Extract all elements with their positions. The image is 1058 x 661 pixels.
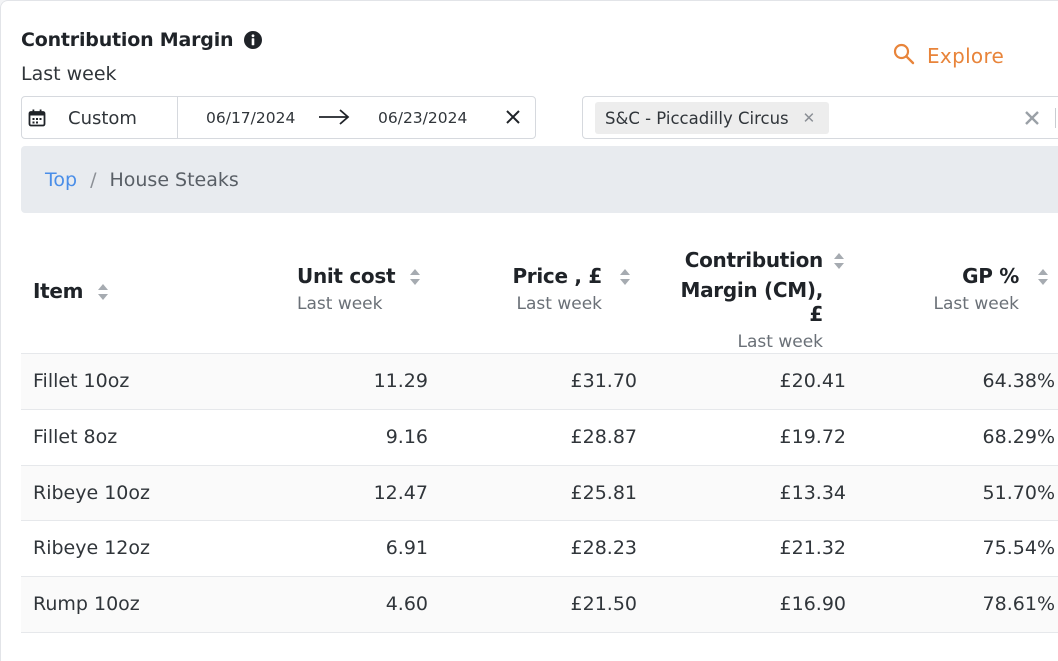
cell-gp: 51.70% bbox=[982, 482, 1055, 504]
date-divider bbox=[177, 97, 178, 138]
column-header-unit-cost[interactable]: Unit cost Last week bbox=[297, 264, 396, 314]
date-preset-select[interactable]: Custom bbox=[68, 108, 137, 129]
table-row[interactable]: Fillet 10oz 11.29 £31.70 £20.41 64.38% bbox=[21, 353, 1058, 409]
sort-icon[interactable] bbox=[97, 283, 109, 305]
cell-price: £31.70 bbox=[570, 370, 637, 392]
column-label: Unit cost bbox=[297, 264, 396, 288]
cell-unit-cost: 12.47 bbox=[373, 482, 428, 504]
cell-price: £28.87 bbox=[570, 426, 637, 448]
cell-price: £25.81 bbox=[570, 482, 637, 504]
cell-item: Fillet 8oz bbox=[33, 426, 118, 448]
column-label-line1: Contribution bbox=[684, 248, 824, 272]
cell-price: £28.23 bbox=[570, 537, 637, 559]
overflow-menu-icon[interactable]: ⋮ bbox=[1053, 45, 1058, 66]
table-row[interactable]: Ribeye 10oz 12.47 £25.81 £13.34 51.70% bbox=[21, 465, 1058, 521]
breadcrumb: Top / House Steaks bbox=[21, 146, 1058, 213]
clear-locations-close-icon[interactable] bbox=[1023, 109, 1041, 131]
start-date-input[interactable]: 06/17/2024 bbox=[206, 109, 296, 127]
column-label: GP % bbox=[962, 264, 1019, 288]
cell-unit-cost: 9.16 bbox=[385, 426, 428, 448]
column-header-contribution-margin[interactable]: Contribution Margin (CM), £ Last week bbox=[661, 248, 824, 352]
column-sublabel: Last week bbox=[297, 294, 383, 314]
end-date-input[interactable]: 06/23/2024 bbox=[378, 109, 468, 127]
remove-chip-close-icon[interactable]: ✕ bbox=[802, 109, 816, 127]
breadcrumb-separator: / bbox=[90, 168, 97, 191]
cell-item: Ribeye 10oz bbox=[33, 482, 150, 504]
explore-label: Explore bbox=[927, 44, 1005, 68]
cell-item: Rump 10oz bbox=[33, 593, 140, 615]
table-row[interactable]: Rump 10oz 4.60 £21.50 £16.90 78.61% bbox=[21, 576, 1058, 632]
cell-item: Fillet 10oz bbox=[33, 370, 130, 392]
explore-button[interactable]: Explore bbox=[893, 43, 1004, 69]
cell-gp: 64.38% bbox=[982, 370, 1055, 392]
column-label: Price , £ bbox=[512, 264, 602, 288]
date-range-filter[interactable]: Custom 06/17/2024 06/23/2024 bbox=[21, 96, 536, 139]
cell-cm: £19.72 bbox=[779, 426, 846, 448]
page-subtitle: Last week bbox=[21, 63, 117, 85]
column-sublabel: Last week bbox=[933, 294, 1019, 314]
table-row[interactable]: Fillet 8oz 9.16 £28.87 £19.72 68.29% bbox=[21, 409, 1058, 465]
cell-unit-cost: 6.91 bbox=[385, 537, 428, 559]
location-separator bbox=[1055, 108, 1056, 128]
clear-dates-close-icon[interactable] bbox=[504, 108, 522, 130]
sort-icon[interactable] bbox=[1037, 268, 1049, 290]
cell-unit-cost: 11.29 bbox=[373, 370, 428, 392]
column-sublabel: Last week bbox=[516, 294, 602, 314]
title-row: Contribution Margin bbox=[21, 29, 263, 51]
breadcrumb-top-link[interactable]: Top bbox=[45, 168, 78, 191]
cell-unit-cost: 4.60 bbox=[385, 593, 428, 615]
search-icon bbox=[893, 43, 915, 69]
cell-cm: £21.32 bbox=[779, 537, 846, 559]
column-header-item[interactable]: Item bbox=[33, 279, 84, 303]
sort-icon[interactable] bbox=[619, 268, 631, 290]
column-header-price[interactable]: Price , £ Last week bbox=[506, 264, 602, 314]
column-sublabel: Last week bbox=[737, 332, 823, 352]
page-title: Contribution Margin bbox=[21, 29, 234, 51]
location-chip-label: S&C - Piccadilly Circus bbox=[605, 108, 789, 128]
column-label-line2: Margin (CM), £ bbox=[680, 278, 824, 326]
column-label: Item bbox=[33, 279, 84, 303]
cell-cm: £13.34 bbox=[779, 482, 846, 504]
cell-gp: 75.54% bbox=[982, 537, 1055, 559]
sort-icon[interactable] bbox=[409, 268, 421, 290]
table-bottom-border bbox=[21, 632, 1058, 633]
cell-gp: 78.61% bbox=[982, 593, 1055, 615]
location-chip: S&C - Piccadilly Circus ✕ bbox=[595, 102, 830, 134]
location-filter[interactable]: S&C - Piccadilly Circus ✕ bbox=[582, 96, 1058, 139]
column-header-gp-percent[interactable]: GP % Last week bbox=[923, 264, 1020, 314]
info-icon[interactable] bbox=[243, 30, 263, 50]
cell-price: £21.50 bbox=[570, 593, 637, 615]
calendar-icon bbox=[28, 109, 46, 131]
cell-cm: £16.90 bbox=[779, 593, 846, 615]
cell-gp: 68.29% bbox=[982, 426, 1055, 448]
table-row[interactable]: Ribeye 12oz 6.91 £28.23 £21.32 75.54% bbox=[21, 520, 1058, 576]
arrow-right-icon bbox=[318, 107, 350, 131]
cell-item: Ribeye 12oz bbox=[33, 537, 150, 559]
sort-icon[interactable] bbox=[833, 252, 845, 274]
breadcrumb-current: House Steaks bbox=[109, 168, 239, 191]
cell-cm: £20.41 bbox=[779, 370, 846, 392]
